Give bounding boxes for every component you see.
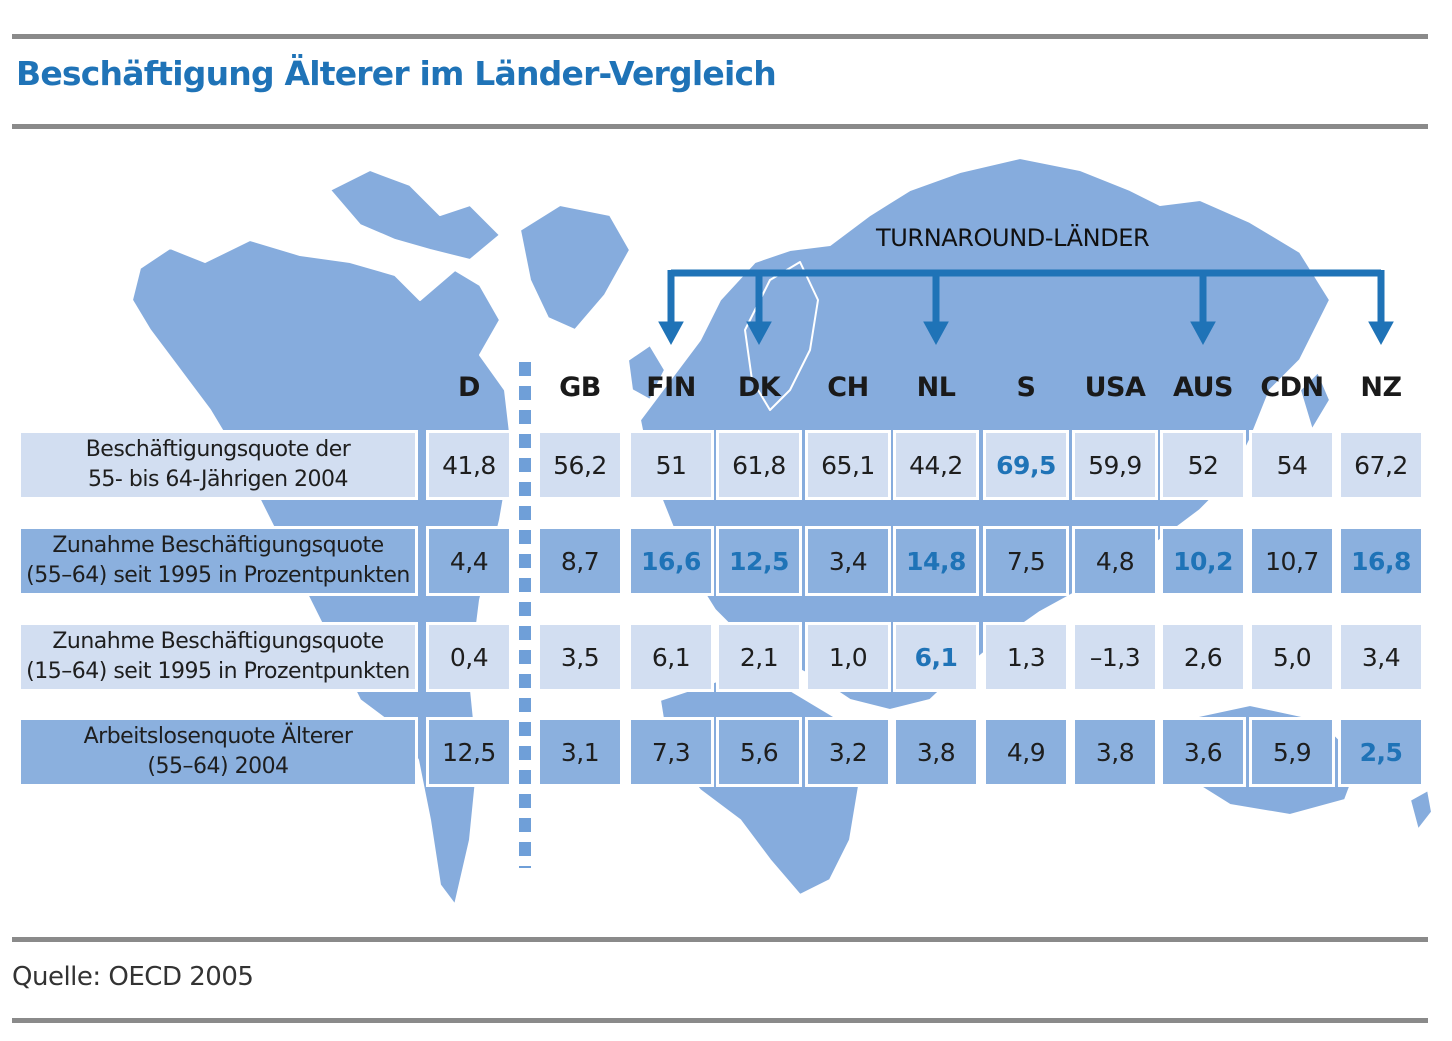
cell-2-dk: 12,5 xyxy=(716,526,802,596)
cell-4-gb: 3,1 xyxy=(537,717,623,787)
cell-3-d: 0,4 xyxy=(426,622,512,692)
column-header-usa: USA xyxy=(1084,372,1146,403)
cell-4-fin: 7,3 xyxy=(628,717,714,787)
cell-3-ch: 1,0 xyxy=(805,622,891,692)
cell-1-nz: 67,2 xyxy=(1338,430,1424,500)
cell-2-gb: 8,7 xyxy=(537,526,623,596)
column-header-aus: AUS xyxy=(1173,372,1233,403)
column-header-gb: GB xyxy=(559,372,601,403)
cell-2-d: 4,4 xyxy=(426,526,512,596)
cell-4-ch: 3,2 xyxy=(805,717,891,787)
column-header-ch: CH xyxy=(827,372,869,403)
cell-2-usa: 4,8 xyxy=(1072,526,1158,596)
cell-3-s: 1,3 xyxy=(983,622,1069,692)
cell-4-cdn: 5,9 xyxy=(1249,717,1335,787)
cell-2-nl: 14,8 xyxy=(893,526,979,596)
arrow-head-aus xyxy=(1190,321,1216,346)
map-japan xyxy=(1299,371,1331,431)
cell-2-s: 7,5 xyxy=(983,526,1069,596)
map-new-zealand xyxy=(1409,789,1433,831)
cell-3-dk: 2,1 xyxy=(716,622,802,692)
cell-4-d: 12,5 xyxy=(426,717,512,787)
cell-1-ch: 65,1 xyxy=(805,430,891,500)
cell-2-cdn: 10,7 xyxy=(1249,526,1335,596)
cell-2-nz: 16,8 xyxy=(1338,526,1424,596)
column-header-cdn: CDN xyxy=(1260,372,1324,403)
arrow-head-nl xyxy=(923,321,949,346)
column-header-nz: NZ xyxy=(1360,372,1402,403)
row-label-3: Zunahme Beschäftigungsquote (15–64) seit… xyxy=(18,622,418,692)
cell-3-nz: 3,4 xyxy=(1338,622,1424,692)
arrow-head-dk xyxy=(746,321,772,346)
row-label-1: Beschäftigungsquote der 55- bis 64-Jähri… xyxy=(18,430,418,500)
cell-4-nz: 2,5 xyxy=(1338,717,1424,787)
column-header-d: D xyxy=(458,372,480,403)
cell-1-usa: 59,9 xyxy=(1072,430,1158,500)
column-header-s: S xyxy=(1016,372,1036,403)
arrow-head-nz xyxy=(1368,321,1394,346)
cell-2-fin: 16,6 xyxy=(628,526,714,596)
row-label-2: Zunahme Beschäftigungsquote (55–64) seit… xyxy=(18,526,418,596)
cell-3-nl: 6,1 xyxy=(893,622,979,692)
page-title: Beschäftigung Älterer im Länder-Vergleic… xyxy=(16,54,777,93)
column-header-fin: FIN xyxy=(646,372,696,403)
cell-3-aus: 2,6 xyxy=(1160,622,1246,692)
footer-rule xyxy=(12,1018,1428,1023)
turnaround-label: TURNAROUND-LÄNDER xyxy=(876,224,1150,252)
cell-2-ch: 3,4 xyxy=(805,526,891,596)
cell-1-d: 41,8 xyxy=(426,430,512,500)
cell-1-cdn: 54 xyxy=(1249,430,1335,500)
cell-4-usa: 3,8 xyxy=(1072,717,1158,787)
cell-1-dk: 61,8 xyxy=(716,430,802,500)
top-rule xyxy=(12,34,1428,39)
map-greenland xyxy=(519,204,631,331)
source-note: Quelle: OECD 2005 xyxy=(12,962,254,992)
cell-4-dk: 5,6 xyxy=(716,717,802,787)
map-british-isles xyxy=(627,344,666,401)
cell-3-gb: 3,5 xyxy=(537,622,623,692)
cell-1-aus: 52 xyxy=(1160,430,1246,500)
cell-2-aus: 10,2 xyxy=(1160,526,1246,596)
row-label-4: Arbeitslosenquote Älterer (55–64) 2004 xyxy=(18,717,418,787)
cell-3-usa: –1,3 xyxy=(1072,622,1158,692)
bottom-rule xyxy=(12,937,1428,942)
cell-3-fin: 6,1 xyxy=(628,622,714,692)
title-rule xyxy=(12,124,1428,129)
cell-4-aus: 3,6 xyxy=(1160,717,1246,787)
column-header-nl: NL xyxy=(916,372,956,403)
cell-4-s: 4,9 xyxy=(983,717,1069,787)
cell-1-nl: 44,2 xyxy=(893,430,979,500)
cell-1-s: 69,5 xyxy=(983,430,1069,500)
arrow-head-fin xyxy=(658,321,684,346)
divider-dashed-line xyxy=(519,362,531,868)
cell-1-gb: 56,2 xyxy=(537,430,623,500)
cell-4-nl: 3,8 xyxy=(893,717,979,787)
cell-1-fin: 51 xyxy=(628,430,714,500)
map-arctic-islands xyxy=(329,169,501,261)
cell-3-cdn: 5,0 xyxy=(1249,622,1335,692)
column-header-dk: DK xyxy=(737,372,781,403)
